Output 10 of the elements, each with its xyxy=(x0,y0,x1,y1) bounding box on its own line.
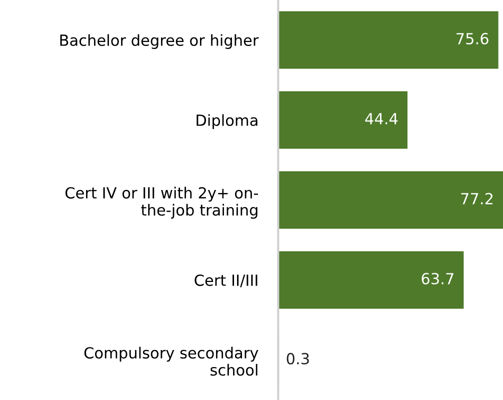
data-label: 63.7 xyxy=(422,272,454,284)
y-tick-label: Diploma xyxy=(196,114,258,129)
y-tick-label: Cert II/III xyxy=(194,274,258,288)
data-label: 44.4 xyxy=(365,113,398,124)
y-tick-label: Bachelor degree or higher xyxy=(60,34,259,49)
data-label: 0.3 xyxy=(286,352,309,364)
data-label: 77.2 xyxy=(461,192,492,204)
y-tick-label: Compulsory secondary school xyxy=(84,346,258,376)
data-label: 75.6 xyxy=(456,32,488,44)
y-tick-label: Cert IV or III with 2y+ on- the-job training xyxy=(65,186,258,219)
